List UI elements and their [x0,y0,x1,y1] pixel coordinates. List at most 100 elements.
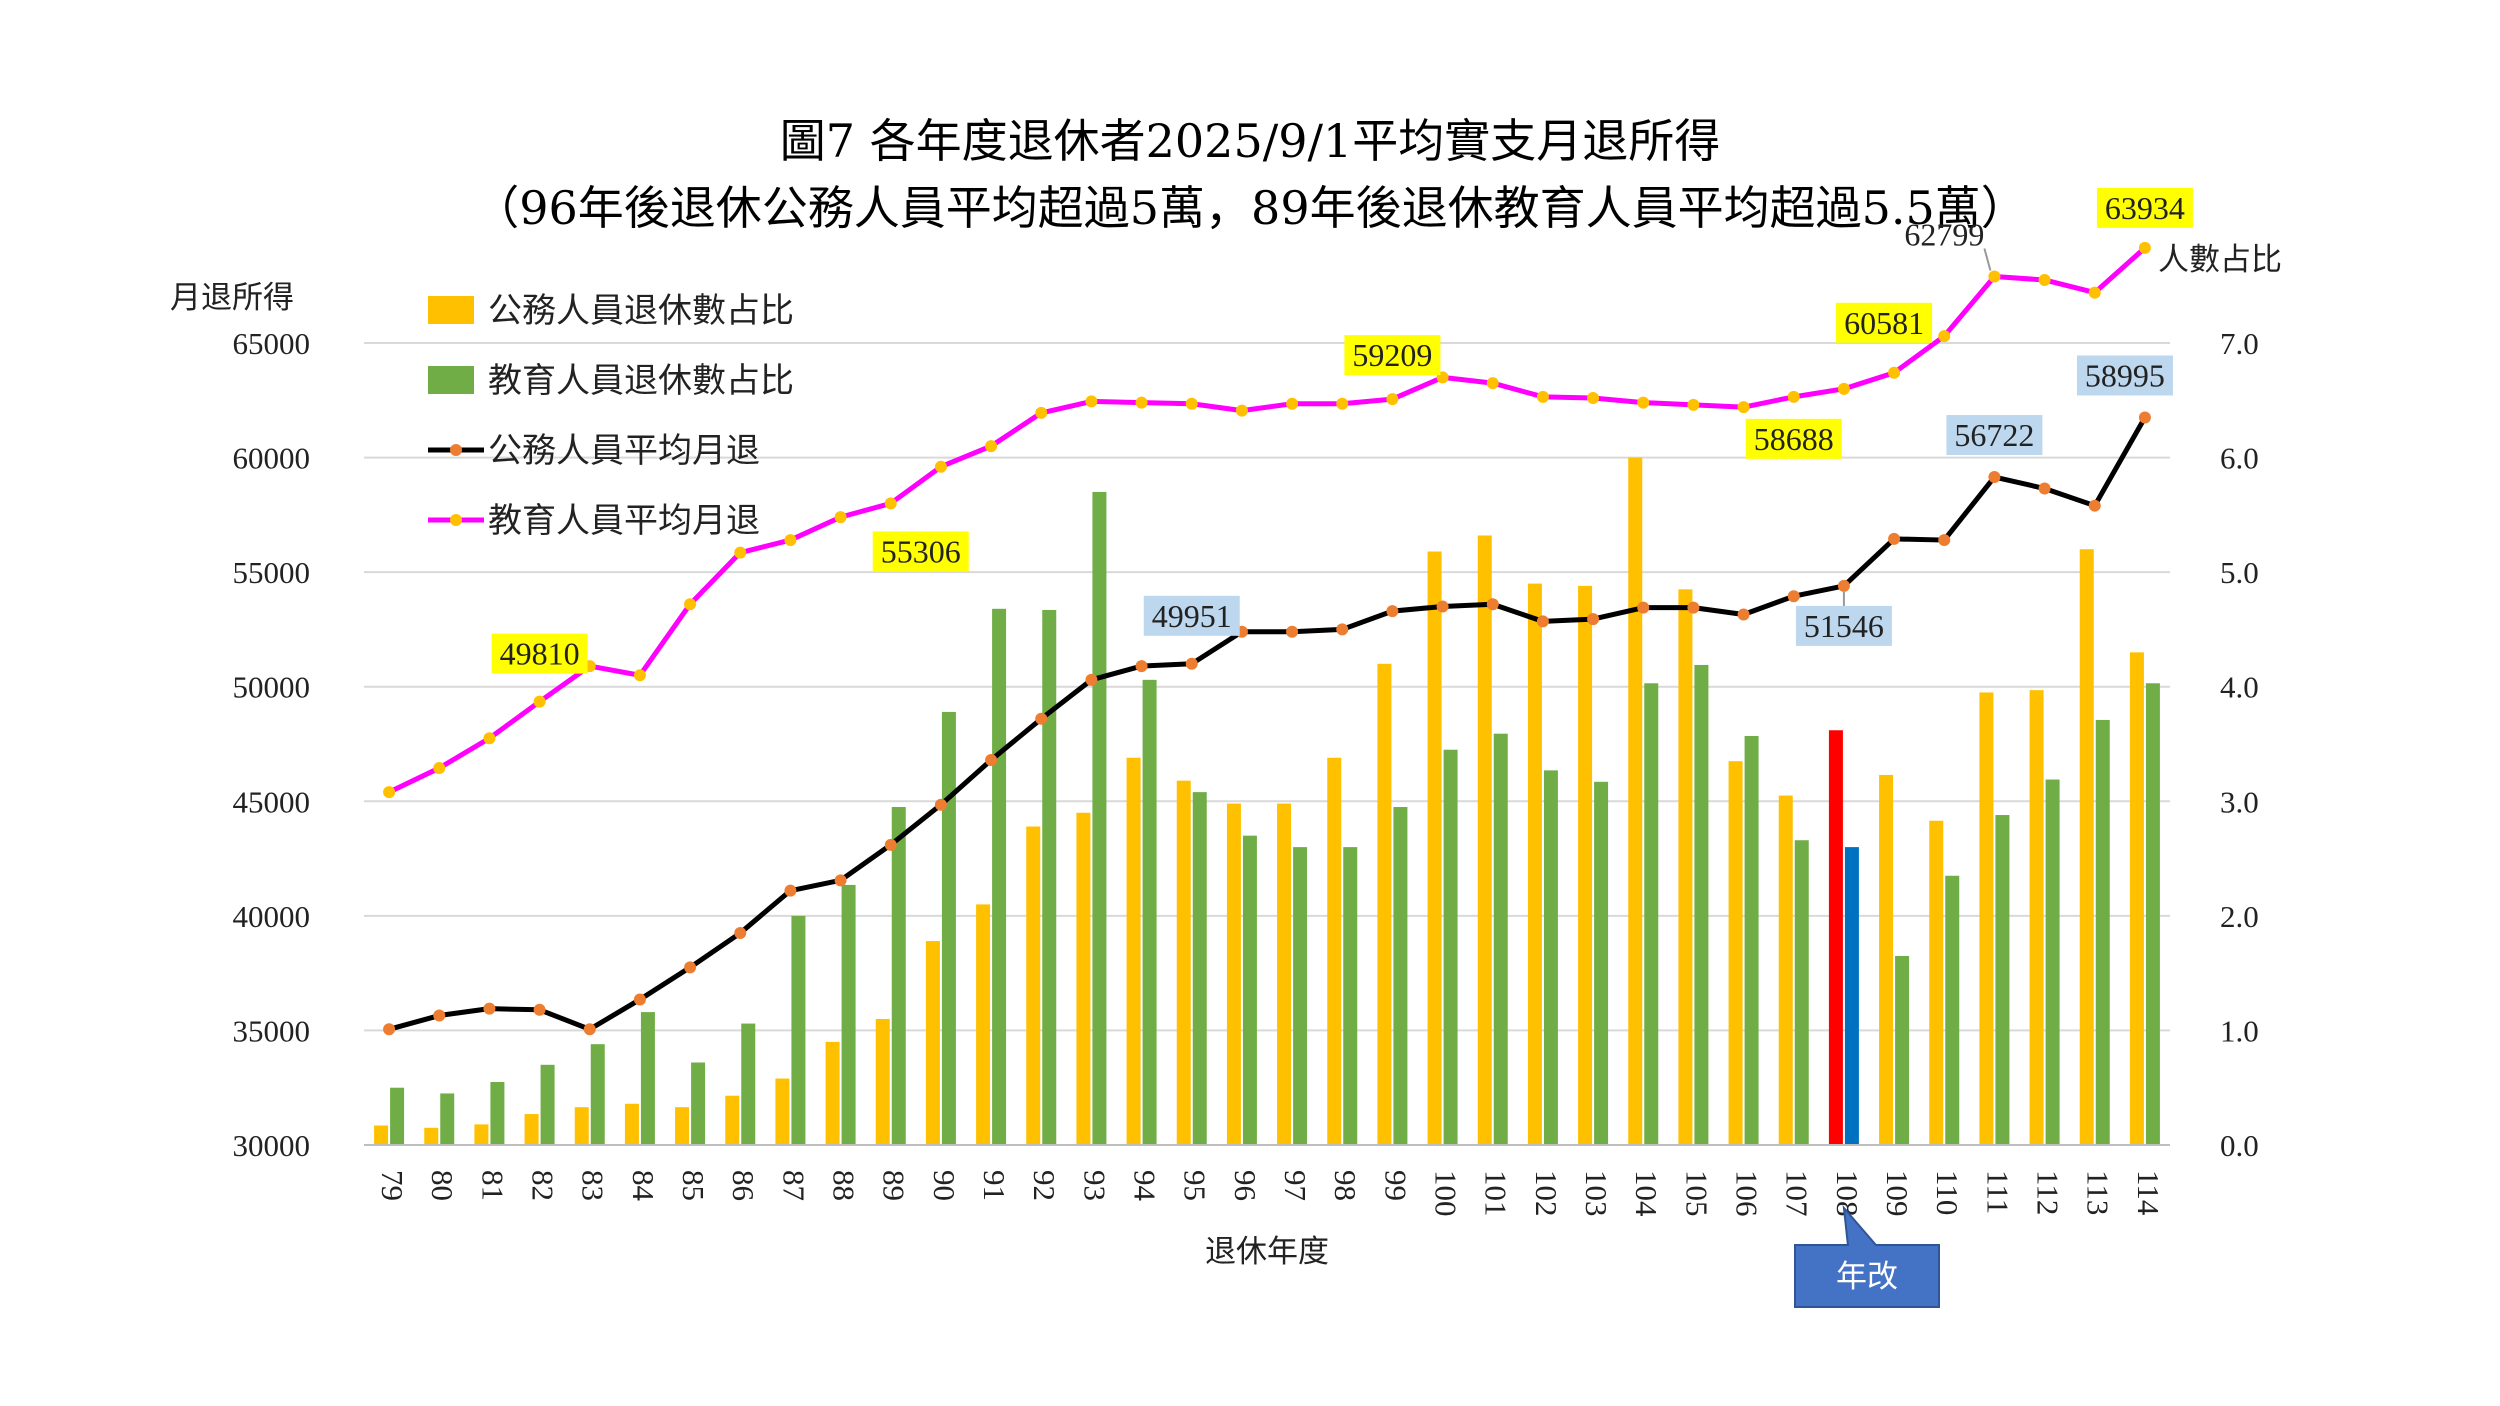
x-tick-label: 79 [375,1170,410,1201]
bar-education [490,1081,505,1145]
x-tick-label: 111 [1980,1170,2015,1214]
bar-education [1895,955,1910,1145]
reform-callout [1794,1204,1940,1308]
x-tick-label: 89 [877,1170,912,1201]
marker-education [985,440,998,453]
marker-public [1436,600,1449,613]
legend-swatch [428,366,474,394]
bar-public [574,1107,589,1145]
data-label: 60581 [1844,305,1924,341]
marker-public [1085,673,1098,686]
data-label-box [1745,418,1842,459]
marker-public [834,874,847,887]
y-left-tick-label: 55000 [233,555,311,590]
marker-public [483,1002,496,1015]
marker-public [884,838,897,851]
bar-education [1242,835,1257,1145]
marker-education [1687,398,1700,411]
bar-education [440,1093,455,1145]
bar-education [1493,733,1508,1145]
marker-education [834,511,847,524]
x-tick-label: 114 [2131,1170,2166,1216]
data-label: 51546 [1804,608,1884,644]
marker-education [483,732,496,745]
bar-public [725,1095,740,1145]
x-tick-label: 109 [1880,1170,1915,1217]
leader-line [1983,248,1992,271]
bar-education [1293,847,1308,1145]
marker-education [684,598,697,611]
marker-public [533,1003,546,1016]
marker-education [1386,393,1399,406]
bar-public [1979,692,1994,1145]
axes-group: 30000 35000 40000 45000 50000 55000 60000 65000… [170,242,2282,1270]
marker-public [1386,605,1399,618]
x-tick-label: 98 [1328,1170,1363,1201]
data-label: 63934 [2105,190,2185,226]
marker-public [1637,601,1650,614]
bar-public [1678,589,1693,1145]
bar-education [390,1087,405,1145]
x-tick-label: 94 [1127,1170,1162,1202]
marker-education [1536,390,1549,403]
x-tick-label: 106 [1729,1170,1764,1217]
data-label-box [2076,355,2173,396]
y-left-tick-label: 60000 [233,441,311,476]
marker-public [2088,499,2101,512]
marker-public [383,1023,396,1036]
bar-education [941,711,956,1145]
marker-education [884,497,897,510]
marker-education [1135,396,1148,409]
marker-education [1737,401,1750,414]
marker-public [1286,625,1299,638]
bar-public [1778,795,1793,1145]
chart-title: 圖7 各年度退休者2025/9/1平均實支月退所得 [779,114,1721,168]
marker-education [1938,330,1951,343]
bar-public [1277,803,1292,1145]
marker-education [433,762,446,775]
data-label: 49810 [500,636,580,672]
marker-education [1185,397,1198,410]
data-label: 55306 [881,533,961,569]
x-tick-label: 102 [1529,1170,1564,1217]
bar-education [2045,779,2060,1145]
x-tick-label: 82 [525,1170,560,1201]
bar-public [374,1125,389,1145]
data-labels-group: 49810 55306 59209 58688 60581 62799 63934 49951… [491,187,2193,1308]
bar-education [590,1044,605,1145]
marker-public [433,1009,446,1022]
bar-public [1126,757,1141,1145]
marker-public [1787,590,1800,603]
bar-public [1026,826,1041,1145]
reform-callout-text: 年改 [1836,1259,1898,1295]
bar-education [1343,847,1358,1145]
y-right-axis-label: 人數占比 [2158,242,2282,278]
x-tick-label: 107 [1780,1170,1815,1217]
legend-label: 公務人員平均月退 [488,431,760,471]
y-left-tick-label: 35000 [233,1013,311,1048]
marker-public [1988,471,2001,484]
bar-public [976,904,991,1145]
data-label-box [1795,605,1892,646]
marker-public [1336,623,1349,636]
marker-public [2138,411,2151,424]
bar-education [1594,781,1609,1145]
x-tick-label: 81 [475,1170,510,1201]
x-tick-label: 97 [1278,1170,1313,1201]
x-tick-label: 85 [676,1170,711,1201]
line-education-avg [388,246,2147,795]
x-tick-label: 105 [1679,1170,1714,1217]
marker-education [633,669,646,682]
data-label-box [1946,415,2043,456]
marker-public [2038,482,2051,495]
data-label: 56722 [1954,417,2034,453]
y-left-tick-label: 40000 [233,899,311,934]
x-tick-label: 112 [2030,1170,2065,1215]
data-label: 49951 [1152,598,1232,634]
y-right-tick-label: 1.0 [2220,1013,2259,1048]
x-tick-label: 108 [1830,1170,1865,1217]
y-right-tick-label: 4.0 [2220,670,2259,705]
bar-education [1644,683,1659,1145]
